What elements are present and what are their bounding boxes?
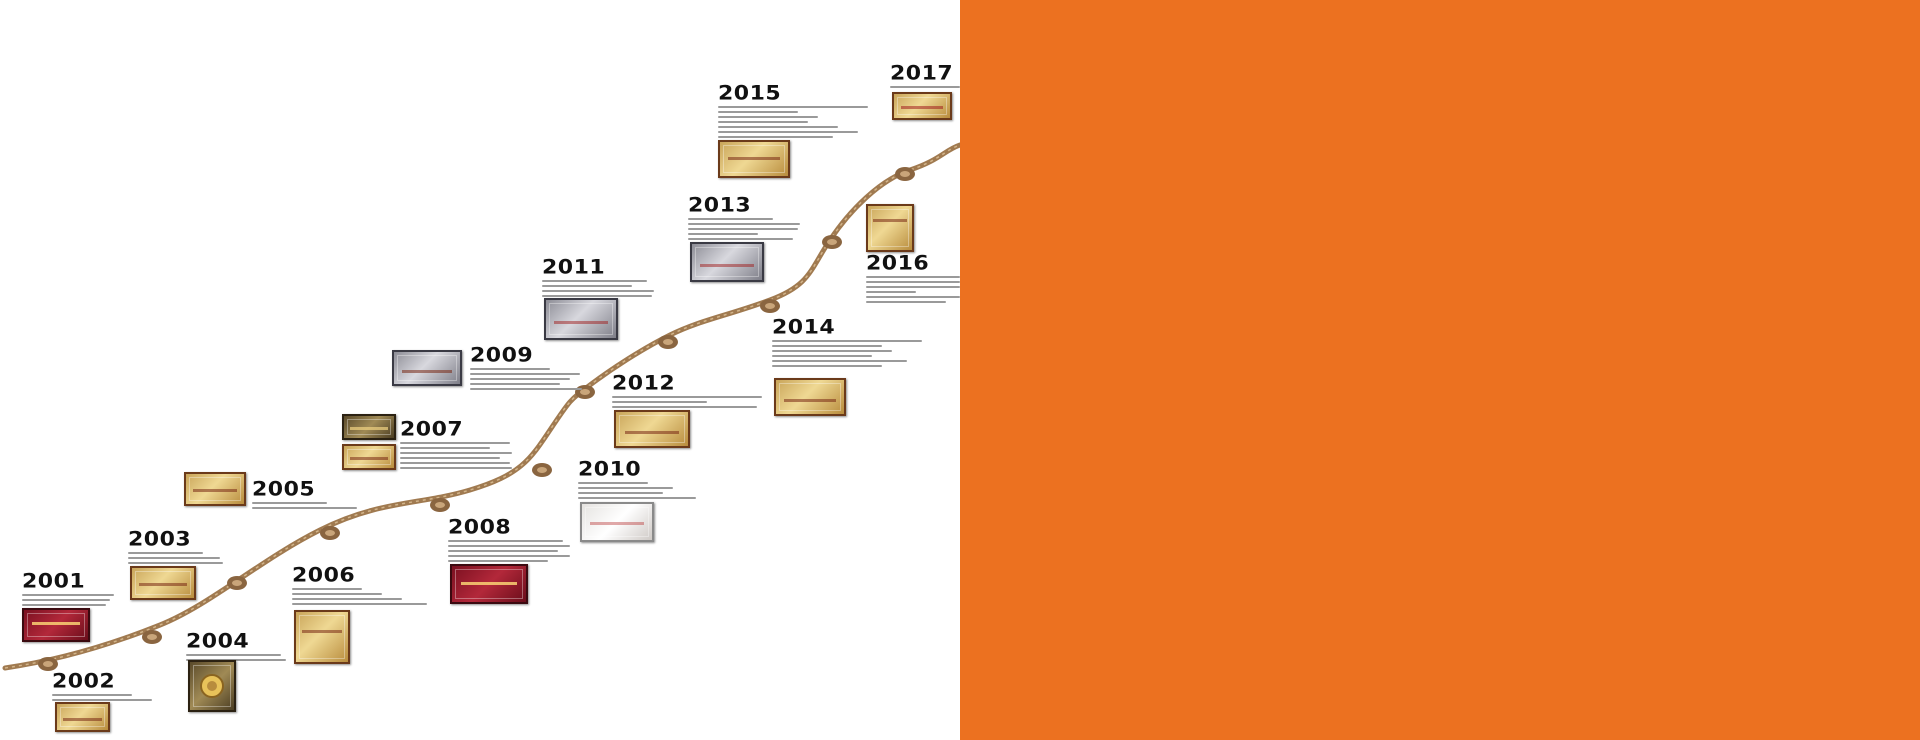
milestone-description [22,594,114,609]
milestone-description [772,340,922,370]
milestone-2008: 2008 [448,516,570,562]
silver-certificate-plaque [392,350,462,386]
milestone-2003: 2003 [128,528,223,564]
milestone-2011: 2011 [542,256,654,297]
medal-icon [200,674,224,698]
milestone-2017: 2017 [890,62,960,88]
milestone-year: 2017 [890,62,954,85]
silver-certificate-plaque [544,298,618,340]
milestone-year: 2009 [470,344,534,367]
gold-certificate-plaque [342,444,396,470]
milestone-description [128,552,223,567]
rope-knot [822,235,842,249]
gold-certificate-plaque [614,410,690,448]
milestone-description [186,654,286,664]
orange-panel [960,0,1920,740]
milestone-2015: 2015 [718,82,868,138]
rope-knot [227,576,247,590]
milestone-description [866,276,960,306]
milestone-description [612,396,762,411]
milestone-year: 2004 [186,630,250,653]
milestone-description [252,502,357,512]
milestone-description [890,86,960,91]
rope-knot [320,526,340,540]
milestone-description [292,588,427,608]
gold-certificate-plaque [718,140,790,178]
milestone-year: 2013 [688,194,752,217]
milestone-description [470,368,582,393]
rope-knot [532,463,552,477]
gold-certificate-plaque [892,92,952,120]
rope-knot [658,335,678,349]
milestone-year: 2016 [866,252,930,275]
milestone-2013: 2013 [688,194,800,240]
red-certificate-plaque [22,608,90,642]
gold-certificate-plaque [130,566,196,600]
milestone-2016: 2016 [866,252,960,303]
milestone-year: 2003 [128,528,192,551]
red-certificate-plaque [450,564,528,604]
milestone-2014: 2014 [772,316,922,367]
gold-certificate-plaque [866,204,914,252]
milestone-2007: 2007 [400,418,512,469]
milestone-description [718,106,868,141]
milestone-description [52,694,152,704]
milestone-description [542,280,654,300]
milestone-year: 2015 [718,82,782,105]
milestone-2002: 2002 [52,670,152,701]
gold-certificate-plaque [184,472,246,506]
gold-certificate-plaque [294,610,350,664]
silver-certificate-plaque [690,242,764,282]
milestone-2010: 2010 [578,458,696,499]
milestone-year: 2005 [252,478,316,501]
milestone-2004: 2004 [186,630,286,661]
milestone-year: 2011 [542,256,606,279]
milestone-year: 2008 [448,516,512,539]
milestone-year: 2006 [292,564,356,587]
milestone-description [400,442,512,472]
gold-certificate-plaque [342,414,396,440]
gold-certificate-plaque [774,378,846,416]
gold-certificate-plaque [55,702,110,732]
milestone-year: 2014 [772,316,836,339]
rope-knot [430,498,450,512]
rope-knot [38,657,58,671]
rope-knot [895,167,915,181]
milestone-year: 2007 [400,418,464,441]
milestone-2001: 2001 [22,570,114,606]
milestone-2012: 2012 [612,372,762,408]
milestone-2009: 2009 [470,344,582,390]
milestone-2006: 2006 [292,564,427,605]
milestone-2005: 2005 [252,478,357,509]
light-certificate-plaque [580,502,654,542]
milestone-description [448,540,570,565]
timeline-panel: 2001 2002 2003 2004 2005 [2,62,960,732]
milestone-year: 2002 [52,670,116,693]
rope-knot [760,299,780,313]
milestone-year: 2001 [22,570,86,593]
milestone-description [688,218,800,243]
milestone-year: 2012 [612,372,676,395]
gold-medal-plaque [188,660,236,712]
milestone-year: 2010 [578,458,642,481]
milestone-description [578,482,696,502]
rope-knot [142,630,162,644]
